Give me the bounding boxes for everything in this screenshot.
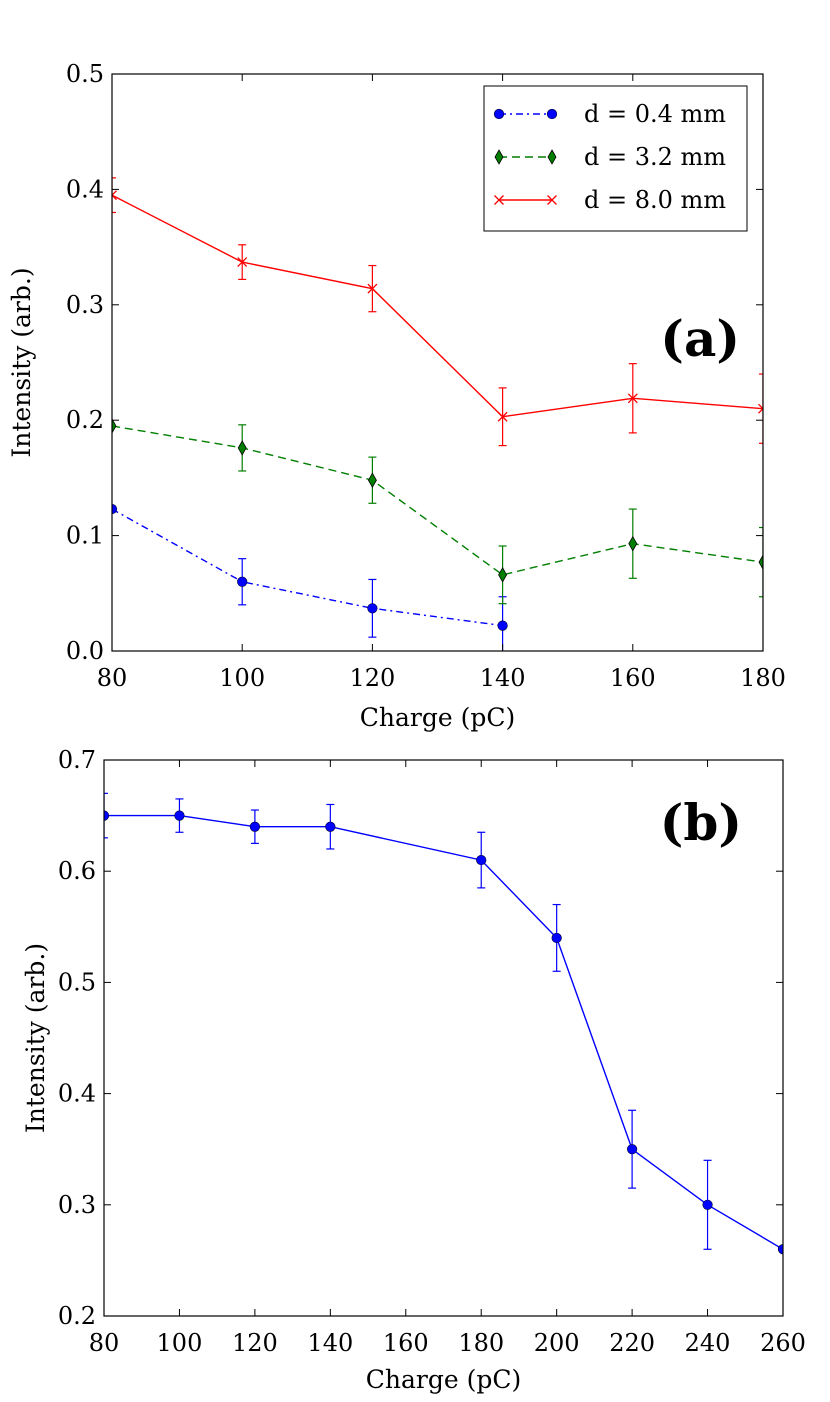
- x-tick-label-7: 220: [609, 1329, 655, 1357]
- data-point-0-0: [112, 503, 118, 515]
- y-tick-label-5: 0.7: [58, 746, 96, 774]
- panel-label: (a): [660, 309, 740, 368]
- y-axis-label: Intensity (arb.): [21, 943, 50, 1133]
- series-1-group: [112, 418, 763, 605]
- data-point-2-0: [112, 190, 117, 201]
- data-point-2-3: [497, 411, 508, 422]
- data-point-0-7: [702, 1199, 713, 1210]
- legend-marker-left-2: [494, 195, 504, 205]
- panel-label: (b): [660, 793, 742, 852]
- x-tick-label-4: 160: [610, 664, 656, 692]
- chart-panel-1: 80 100 120 140 160 180 200 220 240 260 0.2 0.3 0.4 0.…: [21, 746, 806, 1394]
- y-axis-label: Intensity (arb.): [7, 267, 36, 457]
- series-line-0: [104, 814, 783, 1250]
- y-tick-label-4: 0.4: [66, 175, 104, 203]
- data-point-0-1: [174, 810, 185, 821]
- y-tick-label-2: 0.2: [66, 406, 104, 434]
- legend-label-1: d = 3.2 mm: [584, 143, 726, 171]
- x-tick-label-9: 260: [760, 1329, 806, 1357]
- plot-frame-0: [111, 73, 764, 652]
- data-point-0-1: [237, 576, 248, 587]
- y-tick-label-5: 0.5: [66, 60, 104, 88]
- y-tick-label-4: 0.6: [58, 857, 96, 885]
- series-0-group: [112, 503, 508, 651]
- data-point-2-2: [367, 283, 378, 294]
- x-tick-label-4: 160: [383, 1329, 429, 1357]
- legend: d = 0.4 mm d = 3.2 mm d = 8.0 mm: [483, 85, 748, 232]
- legend-box: [483, 85, 748, 232]
- data-point-1-1: [237, 440, 247, 456]
- y-tick-label-1: 0.1: [66, 522, 104, 550]
- series-line-2: [112, 194, 763, 418]
- x-axis-label: Charge (pC): [366, 1365, 521, 1394]
- x-tick-label-6: 200: [534, 1329, 580, 1357]
- series-0-group: [104, 792, 783, 1255]
- data-point-0-3: [497, 620, 508, 631]
- data-point-0-2: [367, 603, 378, 614]
- y-tick-label-0: 0.0: [66, 637, 104, 665]
- data-point-1-3: [498, 567, 508, 583]
- legend-marker-right-2: [547, 195, 557, 205]
- legend-label-2: d = 8.0 mm: [584, 186, 726, 214]
- legend-marker-left-1: [494, 149, 504, 165]
- data-point-0-3: [325, 821, 336, 832]
- legend-label-0: d = 0.4 mm: [584, 100, 726, 128]
- data-point-1-5: [758, 554, 763, 570]
- data-point-0-2: [249, 821, 260, 832]
- y-tick-label-0: 0.2: [58, 1302, 96, 1330]
- x-tick-label-5: 180: [458, 1329, 504, 1357]
- x-tick-label-0: 80: [89, 1329, 120, 1357]
- legend-marker-right-0: [546, 108, 558, 120]
- data-point-2-1: [237, 257, 248, 268]
- y-tick-label-1: 0.3: [58, 1191, 96, 1219]
- legend-marker-right-1: [547, 149, 557, 165]
- x-tick-label-8: 240: [685, 1329, 731, 1357]
- data-point-0-0: [104, 810, 110, 821]
- data-point-2-4: [627, 393, 638, 404]
- x-tick-label-2: 120: [232, 1329, 278, 1357]
- data-point-0-8: [777, 1244, 783, 1255]
- data-point-0-6: [627, 1144, 638, 1155]
- data-point-1-2: [367, 472, 377, 489]
- x-axis-label: Charge (pC): [360, 703, 515, 732]
- data-point-0-4: [476, 854, 487, 866]
- plot-frame-1: [103, 759, 784, 1317]
- legend-marker-left-0: [493, 108, 505, 120]
- y-tick-label-2: 0.4: [58, 1080, 96, 1108]
- data-point-0-5: [551, 932, 562, 944]
- x-tick-label-0: 80: [97, 664, 128, 692]
- x-tick-label-3: 140: [480, 664, 526, 692]
- series-2-group: [112, 177, 763, 447]
- series-line-1: [112, 425, 763, 576]
- x-tick-label-1: 100: [219, 664, 265, 692]
- y-tick-label-3: 0.3: [66, 291, 104, 319]
- y-tick-label-3: 0.5: [58, 968, 96, 996]
- x-tick-label-5: 180: [740, 664, 786, 692]
- data-point-1-4: [628, 535, 638, 552]
- chart-panel-0: 80 100 120 140 160 180 0.0 0.1 0.2 0.3 0.4 0.5 Charg…: [7, 60, 786, 732]
- data-point-2-5: [758, 403, 763, 414]
- data-point-1-0: [112, 418, 117, 434]
- series-line-0: [112, 508, 503, 627]
- x-tick-label-1: 100: [157, 1329, 203, 1357]
- x-tick-label-2: 120: [349, 664, 395, 692]
- x-tick-label-3: 140: [307, 1329, 353, 1357]
